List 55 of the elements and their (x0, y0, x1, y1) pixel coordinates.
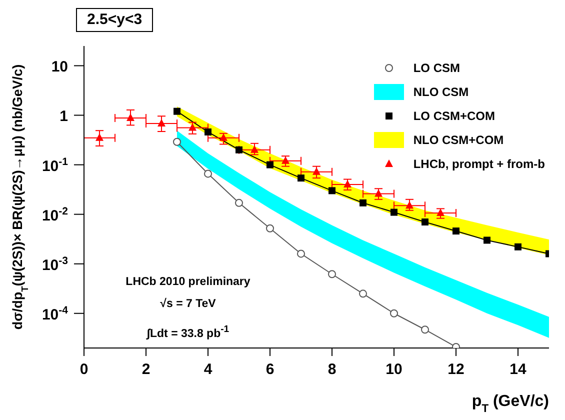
point (220, 133, 228, 141)
annotation: ∫Ldt = 33.8 pb$^{-1}$ (146, 324, 230, 340)
point (298, 174, 304, 182)
point (452, 228, 460, 235)
point (96, 133, 104, 141)
x-tick-label: 2 (142, 361, 150, 378)
point (406, 201, 414, 209)
point (514, 243, 522, 250)
legend-label: LO CSM (413, 61, 460, 75)
point (158, 119, 166, 127)
point (282, 156, 290, 164)
point (266, 161, 274, 168)
point (235, 198, 243, 207)
point (173, 138, 181, 146)
point (188, 123, 196, 131)
y-tick-label: 10$^{-4}$ (42, 304, 68, 324)
x-axis-title: p$_{T}$ (GeV/c) (472, 393, 549, 415)
point (359, 290, 367, 298)
point (204, 128, 212, 136)
point (328, 187, 336, 194)
point (421, 326, 429, 334)
legend-label: LHCb, prompt + from-b (413, 157, 545, 171)
x-tick-label: 8 (328, 361, 336, 378)
x-tick-label: 10 (386, 361, 402, 378)
legend-label: NLO CSM+COM (413, 133, 504, 147)
point (297, 250, 305, 258)
point (436, 208, 444, 216)
legend-label: NLO CSM (413, 85, 469, 99)
y-tick-label: 1 (60, 108, 68, 126)
x-tick-label: 6 (266, 361, 274, 378)
point (236, 146, 242, 154)
y-tick-label: 10$^{-3}$ (42, 254, 68, 274)
annotation: √s = 7 TeV (160, 298, 216, 310)
legend-label: LO CSM+COM (413, 109, 496, 123)
point (174, 108, 180, 115)
point (390, 208, 398, 216)
y-tick-label: 10$^{-1}$ (42, 156, 68, 175)
point (374, 189, 382, 197)
point (266, 224, 274, 232)
point (312, 167, 320, 175)
point (360, 199, 366, 206)
point (250, 145, 258, 153)
y-tick-label: 10 (51, 58, 68, 76)
y-tick-label: 10$^{-2}$ (42, 205, 68, 224)
point (204, 170, 212, 178)
x-tick-label: 14 (510, 361, 527, 378)
annotation: LHCb 2010 preliminary (126, 276, 250, 288)
point (484, 236, 490, 244)
point (390, 309, 398, 318)
x-tick-label: 4 (204, 361, 213, 378)
point (328, 270, 336, 278)
point (422, 218, 428, 226)
x-tick-label: 0 (80, 361, 88, 378)
x-tick-label: 12 (448, 361, 464, 378)
chart-title: 2.5<y<3 (87, 11, 142, 28)
